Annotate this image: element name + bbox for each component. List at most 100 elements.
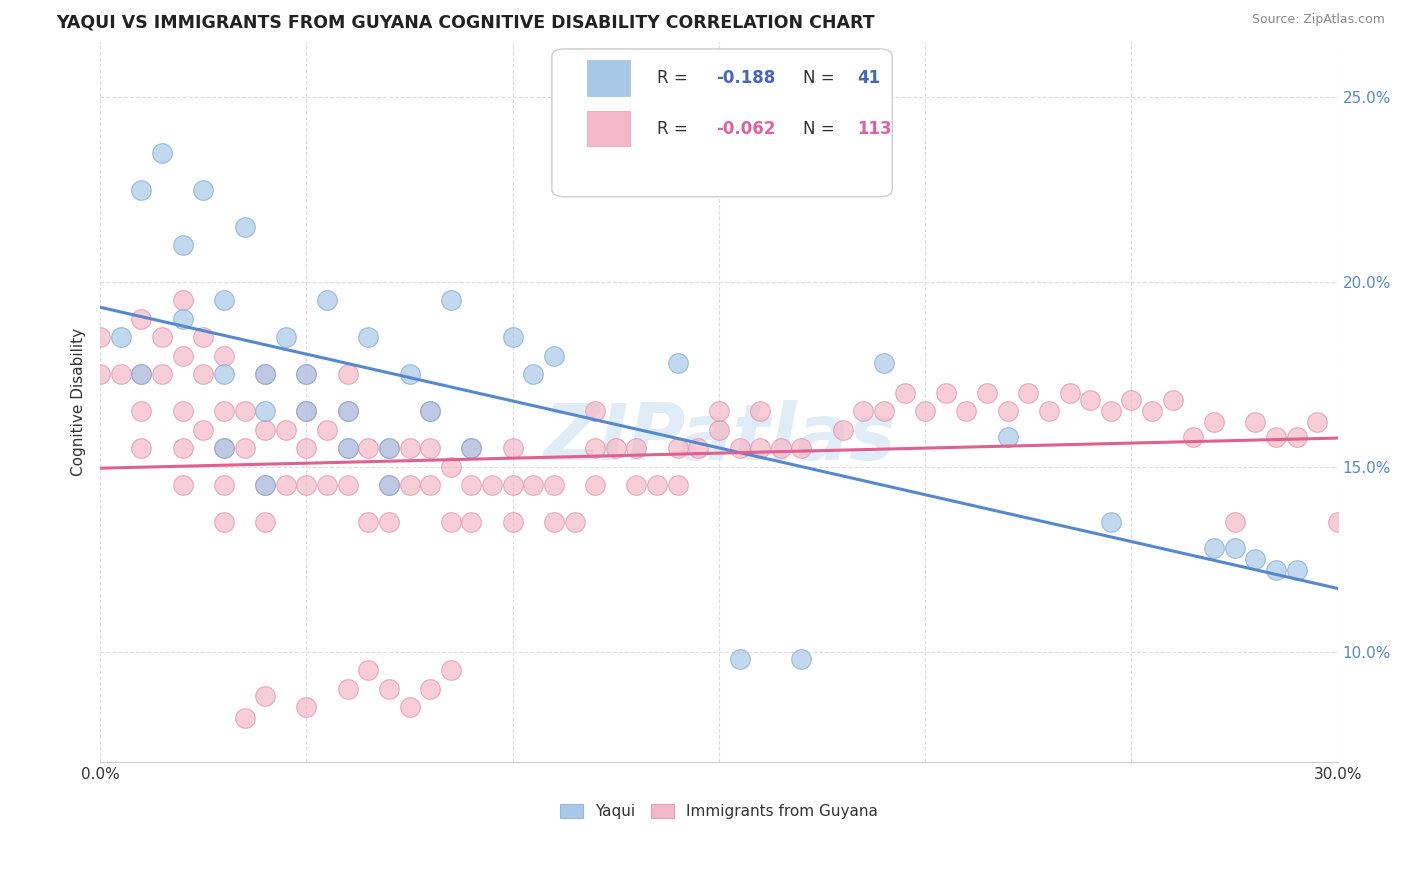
Point	[1038, 404, 1060, 418]
Point	[212, 442, 235, 456]
Point	[502, 478, 524, 492]
Point	[274, 423, 297, 437]
Text: N =: N =	[803, 120, 839, 137]
Point	[336, 478, 359, 492]
Point	[914, 404, 936, 418]
Point	[254, 478, 277, 492]
Point	[212, 349, 235, 363]
Point	[707, 423, 730, 437]
Point	[1244, 552, 1267, 566]
Point	[172, 478, 194, 492]
Point	[873, 356, 896, 370]
Point	[1244, 416, 1267, 430]
Text: -0.062: -0.062	[717, 120, 776, 137]
Point	[89, 330, 111, 344]
Point	[295, 404, 318, 418]
Point	[131, 368, 153, 382]
Text: -0.188: -0.188	[717, 70, 776, 87]
Point	[460, 442, 482, 456]
Point	[254, 478, 277, 492]
Point	[1285, 430, 1308, 444]
Point	[336, 442, 359, 456]
Point	[1202, 541, 1225, 555]
Point	[728, 442, 751, 456]
Point	[110, 368, 132, 382]
Text: N =: N =	[803, 70, 839, 87]
Point	[295, 368, 318, 382]
Point	[1306, 416, 1329, 430]
Point	[357, 663, 380, 677]
Point	[233, 711, 256, 725]
Point	[295, 700, 318, 714]
Point	[212, 293, 235, 308]
Point	[666, 442, 689, 456]
Point	[212, 515, 235, 529]
Y-axis label: Cognitive Disability: Cognitive Disability	[72, 328, 86, 476]
Text: Source: ZipAtlas.com: Source: ZipAtlas.com	[1251, 13, 1385, 27]
Point	[666, 478, 689, 492]
Point	[131, 368, 153, 382]
Point	[522, 478, 544, 492]
Point	[1223, 515, 1246, 529]
Point	[336, 442, 359, 456]
Point	[440, 459, 463, 474]
Text: ZIPatlas: ZIPatlas	[543, 401, 896, 476]
Point	[150, 330, 173, 344]
Point	[997, 430, 1019, 444]
Point	[254, 689, 277, 703]
Point	[274, 478, 297, 492]
Point	[440, 293, 463, 308]
Point	[274, 330, 297, 344]
Point	[254, 515, 277, 529]
Point	[212, 404, 235, 418]
Point	[976, 385, 998, 400]
Point	[316, 293, 339, 308]
Text: YAQUI VS IMMIGRANTS FROM GUYANA COGNITIVE DISABILITY CORRELATION CHART: YAQUI VS IMMIGRANTS FROM GUYANA COGNITIV…	[56, 13, 875, 31]
Point	[543, 515, 565, 529]
Point	[1326, 515, 1348, 529]
Point	[378, 515, 401, 529]
Point	[212, 368, 235, 382]
Point	[583, 442, 606, 456]
Point	[1121, 393, 1143, 408]
Point	[193, 368, 215, 382]
FancyBboxPatch shape	[586, 111, 630, 146]
Point	[172, 442, 194, 456]
Point	[254, 368, 277, 382]
Point	[460, 515, 482, 529]
Point	[1223, 541, 1246, 555]
Point	[398, 368, 420, 382]
Point	[769, 442, 792, 456]
Point	[1161, 393, 1184, 408]
Point	[336, 404, 359, 418]
Point	[605, 442, 627, 456]
Point	[1140, 404, 1163, 418]
Text: 41: 41	[858, 70, 880, 87]
Point	[212, 478, 235, 492]
Text: R =: R =	[657, 120, 693, 137]
Point	[357, 442, 380, 456]
Point	[193, 330, 215, 344]
Point	[419, 404, 441, 418]
Point	[131, 442, 153, 456]
Point	[254, 423, 277, 437]
Point	[254, 368, 277, 382]
Point	[419, 442, 441, 456]
Point	[131, 312, 153, 326]
Point	[89, 368, 111, 382]
Point	[172, 404, 194, 418]
Point	[749, 404, 772, 418]
Point	[790, 442, 813, 456]
Point	[893, 385, 915, 400]
Point	[295, 368, 318, 382]
Legend: Yaqui, Immigrants from Guyana: Yaqui, Immigrants from Guyana	[553, 797, 886, 827]
Point	[1202, 416, 1225, 430]
Point	[336, 681, 359, 696]
Point	[1099, 515, 1122, 529]
Point	[583, 478, 606, 492]
Point	[626, 478, 648, 492]
Point	[212, 442, 235, 456]
Point	[172, 349, 194, 363]
Point	[419, 681, 441, 696]
Point	[440, 663, 463, 677]
